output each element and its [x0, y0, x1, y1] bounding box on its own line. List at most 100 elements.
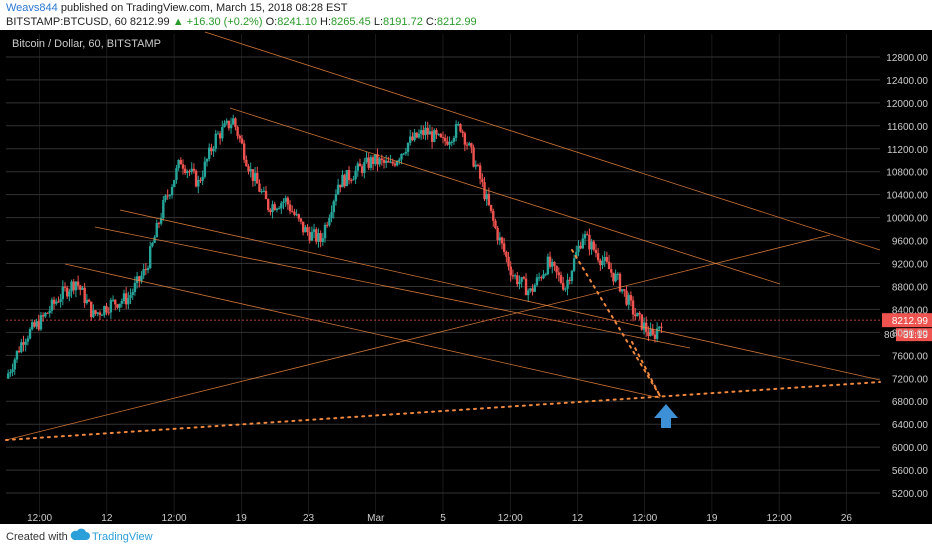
candle-body	[50, 299, 54, 311]
candle-body	[72, 281, 75, 291]
candle-body	[586, 234, 589, 236]
candle-body	[218, 133, 222, 139]
y-tick-label: 7200.00	[892, 374, 929, 385]
candle-body	[100, 314, 104, 316]
candle-body	[446, 141, 449, 145]
candle-body	[356, 163, 359, 171]
candle-body	[242, 143, 246, 160]
candle-body	[57, 301, 60, 303]
candle-body	[502, 243, 506, 252]
candle-body	[76, 281, 80, 286]
countdown-prefix: 80	[884, 330, 896, 341]
y-tick-label: 5600.00	[892, 466, 929, 477]
candle-body	[330, 212, 333, 218]
chart-area[interactable]: 8212.99 80 31:19 5200.00 5600.00 6000.00 6400…	[0, 30, 932, 524]
candle-body	[507, 256, 510, 267]
candle-body	[557, 272, 561, 276]
candle-body	[317, 233, 320, 242]
candle-body	[454, 124, 458, 138]
candle-body	[103, 306, 106, 315]
candle-body	[583, 234, 587, 239]
chart-title: Bitcoin / Dollar, 60, BITSTAMP	[12, 38, 161, 50]
channel-line	[229, 107, 781, 285]
author-link[interactable]: Weavs844	[6, 2, 58, 14]
chart-footer: Created with TradingView	[0, 524, 932, 550]
candle-body	[308, 232, 311, 241]
candle-body	[61, 286, 65, 300]
candle-body	[120, 301, 124, 304]
candle-body	[20, 342, 23, 353]
candle-body	[655, 328, 659, 339]
y-tick-label: 9200.00	[892, 260, 929, 271]
candle-body	[291, 211, 294, 213]
candle-body	[542, 274, 545, 279]
candle-body	[631, 300, 635, 315]
candle-body	[465, 144, 469, 146]
candle-body	[197, 179, 200, 187]
candle-body	[374, 154, 377, 164]
low-value: 8191.72	[383, 16, 423, 28]
candle-body	[472, 147, 475, 167]
candle-body	[234, 118, 237, 128]
price-chart[interactable]: 8212.99 80 31:19 5200.00 5600.00 6000.00 6400…	[0, 30, 932, 524]
candle-body	[179, 160, 182, 165]
candle-body	[267, 199, 270, 210]
candle-body	[232, 118, 235, 125]
candle-body	[367, 157, 370, 168]
candle-body	[476, 164, 480, 166]
candle-body	[299, 218, 303, 222]
candle-body	[634, 314, 637, 317]
candle-body	[546, 256, 550, 275]
candle-body	[225, 120, 228, 124]
candle-body	[636, 312, 639, 317]
candle-body	[347, 170, 351, 181]
candle-body	[483, 182, 486, 200]
price-change: +16.30 (+0.2%)	[186, 16, 263, 28]
candle-body	[26, 338, 30, 342]
candle-body	[642, 322, 646, 330]
candle-body	[24, 341, 27, 345]
candle-body	[511, 275, 515, 277]
x-tick-label: 12	[572, 513, 584, 524]
candle-body	[409, 136, 412, 143]
x-tick-label: 12:00	[767, 513, 792, 524]
open-value: 8241.10	[277, 16, 317, 28]
candle-body	[321, 238, 325, 242]
candle-body	[315, 229, 318, 242]
low-label: L:	[373, 16, 384, 28]
candle-body	[44, 312, 47, 317]
candle-body	[81, 287, 84, 290]
candle-body	[210, 147, 213, 152]
candle-body	[312, 229, 316, 232]
candle-body	[39, 315, 43, 330]
candle-body	[610, 269, 613, 273]
candle-body	[463, 133, 467, 145]
candle-body	[413, 132, 416, 141]
candle-body	[457, 124, 460, 126]
candle-body	[555, 265, 558, 273]
candle-body	[417, 133, 421, 138]
candle-body	[9, 372, 12, 374]
candle-body	[360, 166, 364, 173]
candle-body	[572, 258, 576, 271]
y-tick-label: 6800.00	[892, 397, 929, 408]
candle-body	[332, 201, 335, 213]
candle-body	[194, 170, 198, 187]
candle-body	[288, 204, 292, 212]
candle-body	[190, 168, 193, 172]
candle-body	[566, 279, 569, 289]
candle-body	[205, 158, 209, 162]
candle-body	[590, 241, 593, 250]
candle-body	[155, 222, 158, 238]
candle-body	[439, 133, 443, 138]
candle-body	[83, 287, 86, 304]
candle-body	[378, 158, 381, 165]
candle-body	[214, 133, 217, 149]
candle-body	[500, 237, 504, 244]
high-value: 8265.45	[331, 16, 371, 28]
candle-body	[605, 257, 609, 262]
candle-body	[577, 245, 580, 253]
candle-body	[638, 312, 641, 315]
candle-body	[395, 161, 399, 166]
tradingview-link[interactable]: TradingView	[92, 531, 153, 543]
